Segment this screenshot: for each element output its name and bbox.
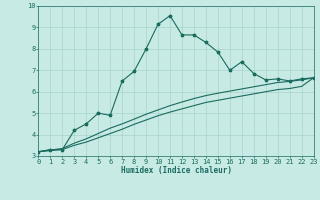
X-axis label: Humidex (Indice chaleur): Humidex (Indice chaleur) [121,166,231,175]
